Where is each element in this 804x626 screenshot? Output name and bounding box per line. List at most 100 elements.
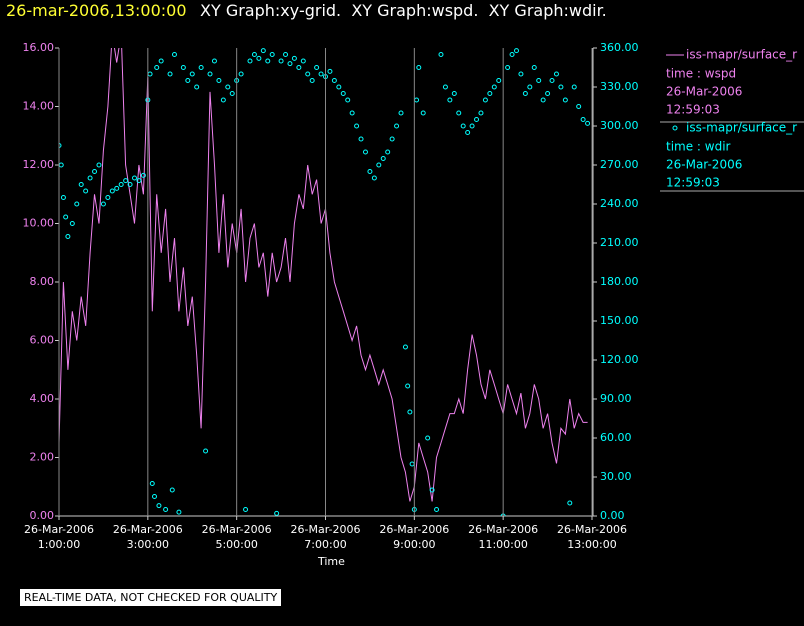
wdir-point: [380, 156, 386, 161]
wdir-point: [127, 182, 133, 187]
wdir-point: [314, 65, 320, 70]
wdir-point: [256, 55, 262, 61]
wdir-point: [576, 104, 582, 109]
wdir-point: [487, 91, 493, 96]
wdir-point: [571, 84, 577, 90]
wdir-point: [147, 71, 153, 77]
legend-label: iss-mapr/surface_r: [686, 48, 797, 62]
wdir-point: [327, 68, 333, 74]
y-tick-label: 0.00: [30, 509, 55, 522]
wdir-point: [283, 52, 289, 57]
wdir-point: [474, 117, 480, 122]
wdir-point: [345, 97, 351, 103]
x-tick-label: 26-Mar-2006 9:00:00: [379, 523, 450, 551]
wdir-point: [336, 84, 342, 90]
wdir-point: [522, 91, 528, 96]
wdir-point: [78, 182, 84, 187]
wdir-point: [416, 65, 422, 70]
wdir-point: [114, 185, 120, 191]
y2-tick-label: 330.00: [600, 80, 639, 93]
x-tick-label: 26-Mar-2006 11:00:00: [468, 523, 539, 551]
legend-detail: 26-Mar-2006: [666, 85, 742, 99]
wdir-point: [87, 175, 93, 181]
legend-detail: time : wspd: [666, 67, 736, 81]
wdir-point: [442, 84, 448, 90]
subtitle: XY Graph:xy-grid. XY Graph:wspd. XY Grap…: [200, 1, 607, 20]
legend-label: iss-mapr/surface_r: [686, 121, 797, 135]
wdir-point: [69, 221, 75, 226]
wdir-point: [105, 195, 111, 200]
legend-detail: 12:59:03: [666, 103, 720, 117]
wdir-point: [269, 52, 275, 57]
wdir-point: [203, 448, 209, 454]
y2-tick-label: 30.00: [600, 470, 632, 483]
wdir-point: [225, 84, 231, 90]
x-tick-label: 26-Mar-2006 5:00:00: [201, 523, 272, 551]
wdir-point: [536, 78, 542, 83]
wdir-point: [207, 71, 213, 77]
wdir-point: [482, 97, 488, 103]
wdir-point: [451, 91, 457, 96]
wdir-point: [278, 58, 284, 64]
wdir-point: [585, 120, 591, 126]
wdir-point: [194, 84, 200, 90]
wdir-point: [158, 58, 164, 64]
wdir-point: [438, 52, 444, 57]
wdir-point: [367, 169, 373, 174]
wdir-point: [220, 97, 226, 103]
wdir-point: [318, 71, 324, 77]
wdir-point: [394, 123, 400, 129]
wdir-point: [83, 188, 89, 194]
y2-tick-label: 360.00: [600, 41, 639, 54]
wdir-point: [349, 110, 355, 116]
wdir-point: [180, 65, 186, 70]
wdir-point: [531, 65, 537, 70]
wdir-point: [100, 201, 106, 207]
wdir-point: [198, 65, 204, 70]
wdir-point: [354, 123, 360, 129]
y-tick-label: 14.00: [23, 100, 55, 113]
wdir-point: [109, 188, 115, 194]
wdir-point: [169, 487, 175, 493]
wdir-point: [580, 117, 586, 122]
wdir-point: [185, 78, 191, 83]
wdir-point: [229, 91, 235, 96]
y-tick-label: 16.00: [23, 41, 55, 54]
wdir-point: [305, 71, 311, 77]
wdir-point: [60, 195, 66, 200]
y2-tick-label: 60.00: [600, 431, 632, 444]
wdir-point: [460, 123, 466, 129]
wdir-point: [420, 110, 426, 116]
y2-tick-label: 210.00: [600, 236, 639, 249]
wdir-point: [211, 58, 217, 64]
wdir-point: [59, 162, 64, 168]
y2-tick-label: 180.00: [600, 275, 639, 288]
wdir-point: [376, 162, 382, 168]
y2-tick-label: 0.00: [600, 509, 625, 522]
wdir-point: [414, 97, 420, 103]
wdir-point: [216, 78, 222, 83]
x-tick-label: 26-Mar-2006 3:00:00: [112, 523, 183, 551]
wdir-point: [549, 78, 555, 83]
y2-tick-label: 120.00: [600, 353, 639, 366]
wdir-point: [151, 494, 157, 499]
x-tick-label: 26-Mar-2006 1:00:00: [24, 523, 94, 551]
wdir-point: [291, 55, 297, 61]
legend-detail: time : wdir: [666, 140, 731, 154]
y2-tick-label: 150.00: [600, 314, 639, 327]
wdir-point: [331, 78, 337, 83]
wdir-point: [509, 52, 515, 57]
wdir-point: [447, 97, 453, 103]
wdir-point: [309, 78, 315, 83]
x-tick-label: 26-Mar-2006 13:00:00: [557, 523, 627, 551]
wdir-point: [189, 71, 195, 77]
wdir-point: [156, 503, 162, 509]
wdir-point: [340, 91, 346, 96]
wdir-point: [567, 500, 573, 506]
wdir-point: [96, 162, 102, 168]
wdir-point: [553, 71, 559, 77]
wdir-point: [398, 110, 404, 116]
wdir-point: [167, 71, 173, 77]
wdir-point: [491, 84, 497, 90]
